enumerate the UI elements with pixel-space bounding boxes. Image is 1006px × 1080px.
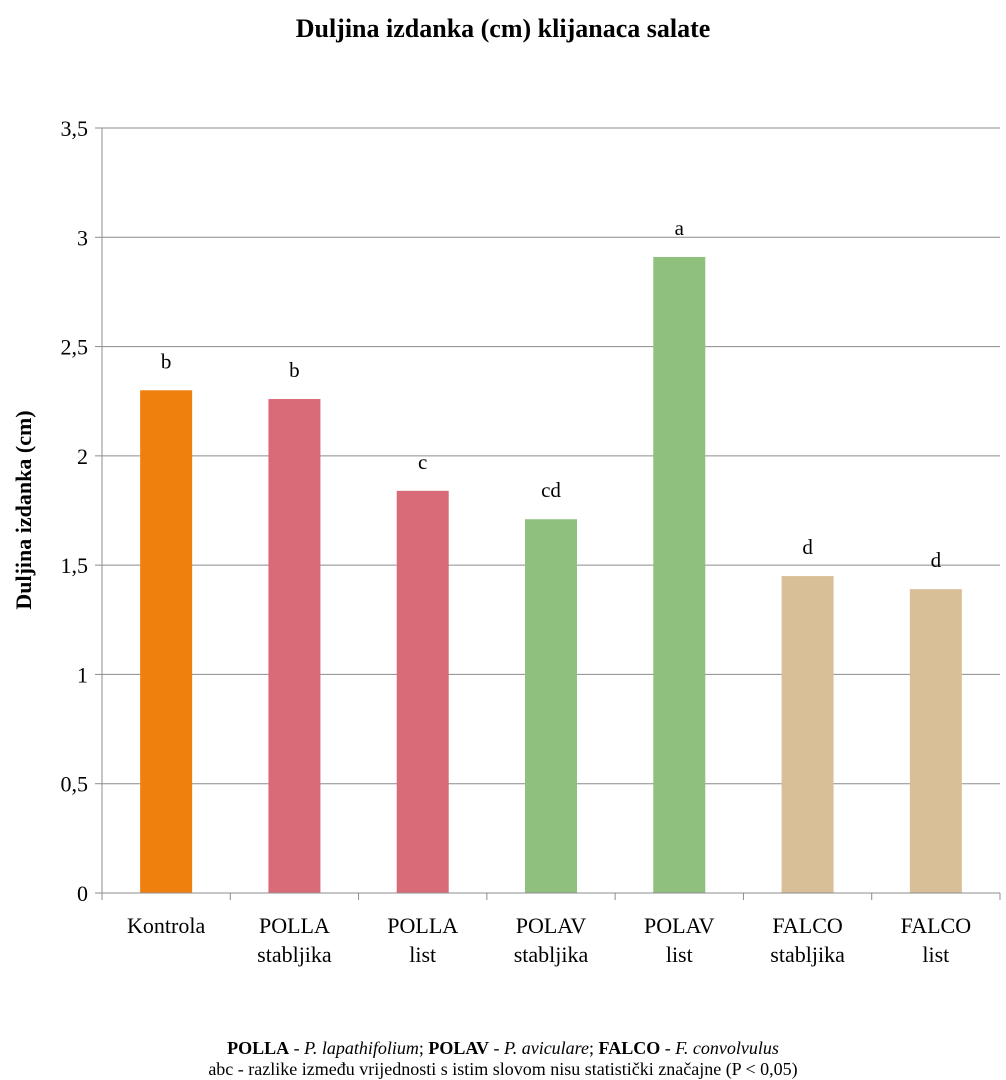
data-label: a: [675, 216, 685, 240]
category-label: Kontrola: [127, 913, 205, 938]
bar: [525, 519, 577, 893]
category-label: POLAV list: [644, 913, 715, 967]
bar: [140, 390, 193, 893]
bar: [781, 576, 834, 893]
footnote-polla-name: P. lapathifolium: [304, 1038, 419, 1058]
data-label: d: [931, 548, 942, 572]
footnote-falco-abbr: FALCO: [598, 1038, 661, 1058]
data-label: c: [418, 450, 427, 474]
chart-title: Duljina izdanka (cm) klijanaca salate: [295, 14, 711, 43]
category-labels: Kontrola POLLA stabljika POLLA list POLAV stab…: [127, 913, 971, 967]
y-tick-label: 3: [77, 225, 88, 250]
category-label: POLLA stabljika: [257, 913, 332, 967]
category-label: POLLA list: [387, 913, 458, 967]
category-label: POLAV stabljika: [514, 913, 589, 967]
y-tick-label: 1: [77, 662, 88, 687]
data-label: d: [802, 535, 813, 559]
bar: [909, 589, 962, 893]
footnote-falco-name: F. convolvulus: [675, 1038, 779, 1058]
footnote-polav-abbr: POLAV: [428, 1038, 490, 1058]
bar: [653, 256, 706, 893]
y-tick-labels: 0 0,5 1 1,5 2 2,5 3 3,5: [61, 116, 89, 906]
footnote-sep: ;: [589, 1038, 599, 1058]
y-tick-label: 0: [77, 881, 88, 906]
y-tick-label: 3,5: [61, 116, 89, 141]
y-tick-label: 0,5: [61, 772, 89, 797]
footnote-sep: ;: [418, 1038, 429, 1058]
bar-chart: 0 0,5 1 1,5 2 2,5 3 3,5 Kontrola POLLA stabljika P…: [11, 116, 1001, 967]
category-label: FALCO stabljika: [770, 913, 845, 967]
y-tick-label: 2,5: [61, 335, 89, 360]
data-label: b: [161, 349, 172, 373]
data-label: cd: [541, 478, 561, 502]
data-label: b: [289, 358, 300, 382]
footnote-polav-name: P. aviculare: [504, 1038, 590, 1058]
footnote-legend: POLLA - P. lapathifolium; POLAV - P. avi…: [0, 1037, 1006, 1059]
category-label: FALCO list: [901, 913, 972, 967]
bars: [140, 256, 962, 893]
footnote-significance-note: abc - razlike između vrijednosti s istim…: [208, 1059, 798, 1079]
footnote-sep: -: [489, 1038, 505, 1058]
y-axis-label: Duljina izdanka (cm): [11, 410, 36, 609]
bar: [396, 490, 449, 893]
data-labels: b b c cd a d d: [161, 216, 942, 572]
axes: [101, 128, 1001, 900]
y-tick-label: 1,5: [61, 553, 89, 578]
footnote-sep: -: [660, 1038, 676, 1058]
footnote-sep: -: [289, 1038, 305, 1058]
y-tick-label: 2: [77, 444, 88, 469]
bar: [268, 399, 321, 893]
footnote-polla-abbr: POLLA: [227, 1038, 290, 1058]
